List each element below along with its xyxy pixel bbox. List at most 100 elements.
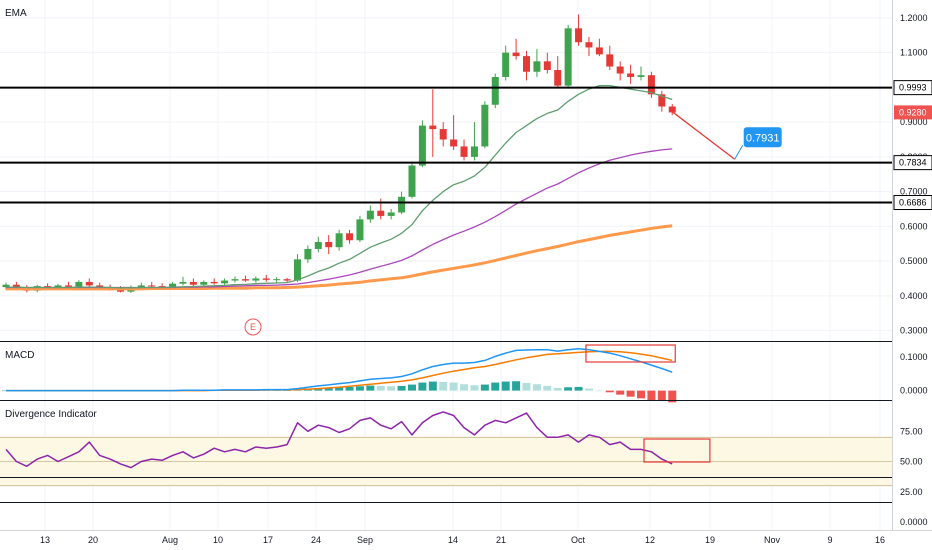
candle-body[interactable] bbox=[137, 285, 145, 288]
macd-histogram-bar bbox=[616, 390, 625, 395]
candle-body[interactable] bbox=[502, 52, 510, 77]
candle-body[interactable] bbox=[54, 285, 62, 289]
candle-body[interactable] bbox=[273, 279, 281, 281]
level-price-tag bbox=[893, 155, 932, 171]
candle-body[interactable] bbox=[346, 233, 354, 241]
price-axis[interactable]: 1.20001.10000.90000.80000.70000.60000.50… bbox=[893, 13, 932, 527]
candle-body[interactable] bbox=[117, 289, 125, 292]
candle-body[interactable] bbox=[75, 281, 83, 287]
candle-body[interactable] bbox=[481, 104, 489, 147]
last-price-tag bbox=[894, 105, 932, 120]
candle-body[interactable] bbox=[2, 284, 10, 288]
candle-body[interactable] bbox=[575, 28, 583, 43]
macd-histogram-bar bbox=[439, 381, 448, 391]
candle-body[interactable] bbox=[231, 279, 239, 281]
candle-body[interactable] bbox=[304, 248, 312, 260]
candle-body[interactable] bbox=[627, 73, 635, 77]
price-tick-label: 1.2000 bbox=[900, 13, 928, 23]
time-axis[interactable]: 13 20 Aug 10 17 24 Sep 14 21 Oct 12 19 Nov 9 16 bbox=[40, 535, 885, 545]
candle-body[interactable] bbox=[668, 106, 676, 113]
macd-histogram-bar bbox=[595, 390, 604, 392]
candle-body[interactable] bbox=[210, 281, 218, 284]
candle-body[interactable] bbox=[200, 281, 208, 285]
macd-highlight-box bbox=[585, 344, 676, 363]
macd-signal-line bbox=[6, 350, 673, 392]
candle-body[interactable] bbox=[262, 278, 270, 280]
x-tick-label: Nov bbox=[764, 535, 781, 545]
macd-histogram-bar bbox=[553, 387, 562, 391]
macd-pane[interactable] bbox=[2, 344, 677, 403]
level-price-label: 0.6686 bbox=[899, 198, 927, 208]
candle-body[interactable] bbox=[616, 66, 624, 74]
macd-histogram-bar bbox=[501, 381, 510, 391]
candle-body[interactable] bbox=[398, 196, 406, 213]
candle-body[interactable] bbox=[543, 61, 551, 71]
candle-body[interactable] bbox=[595, 47, 603, 55]
candle-body[interactable] bbox=[169, 283, 177, 287]
x-tick-label: 12 bbox=[645, 535, 655, 545]
candle-body[interactable] bbox=[335, 233, 343, 248]
ema-fast-line bbox=[6, 84, 673, 289]
divergence-pane-title: Divergence Indicator bbox=[5, 409, 97, 420]
candle-body[interactable] bbox=[387, 212, 395, 216]
candle-body[interactable] bbox=[523, 56, 530, 72]
candle-body[interactable] bbox=[314, 241, 322, 249]
candle-body[interactable] bbox=[470, 146, 478, 157]
candle-body[interactable] bbox=[408, 165, 416, 197]
candle-body[interactable] bbox=[533, 61, 541, 72]
macd-histogram-bar bbox=[543, 385, 552, 391]
divergence-pane[interactable] bbox=[0, 411, 892, 487]
candle-body[interactable] bbox=[491, 76, 499, 105]
macd-histogram-bar bbox=[512, 381, 521, 391]
candle-body[interactable] bbox=[439, 129, 447, 140]
candle-body[interactable] bbox=[606, 54, 614, 67]
candle-body[interactable] bbox=[450, 139, 458, 147]
macd-tick-label: 0.0000 bbox=[900, 386, 928, 396]
divergence-tick-label: 0.0000 bbox=[900, 517, 928, 527]
price-tick-label: 0.4000 bbox=[900, 291, 928, 301]
x-tick-label: 21 bbox=[496, 535, 506, 545]
macd-histogram-bar bbox=[366, 385, 375, 391]
candle-body[interactable] bbox=[429, 125, 437, 130]
candle-body[interactable] bbox=[158, 286, 166, 288]
price-pane[interactable]: E bbox=[0, 14, 892, 336]
candle-body[interactable] bbox=[512, 52, 520, 57]
macd-histogram-bar bbox=[324, 387, 333, 391]
candle-body[interactable] bbox=[64, 285, 72, 287]
x-tick-label: 17 bbox=[263, 535, 273, 545]
candle-body[interactable] bbox=[658, 94, 666, 107]
candle-body[interactable] bbox=[554, 70, 562, 86]
candle-body[interactable] bbox=[293, 259, 301, 281]
candle-body[interactable] bbox=[647, 75, 655, 95]
x-tick-label: 10 bbox=[213, 535, 223, 545]
candle-body[interactable] bbox=[179, 281, 187, 284]
level-price-label: 0.9993 bbox=[899, 83, 927, 93]
candle-body[interactable] bbox=[460, 146, 468, 157]
event-marker[interactable] bbox=[244, 318, 262, 336]
candle-body[interactable] bbox=[377, 210, 385, 216]
candle-body[interactable] bbox=[12, 284, 20, 288]
candle-body[interactable] bbox=[637, 75, 645, 77]
candle-body[interactable] bbox=[325, 241, 333, 248]
level-price-tag bbox=[893, 80, 932, 96]
candle-body[interactable] bbox=[221, 280, 229, 284]
pane-separators[interactable] bbox=[0, 0, 932, 531]
candle-body[interactable] bbox=[148, 285, 156, 287]
candle-body[interactable] bbox=[283, 279, 291, 281]
level-price-label: 0.7834 bbox=[899, 158, 927, 168]
candle-body[interactable] bbox=[418, 125, 426, 166]
divergence-tick-label: 50.00 bbox=[900, 457, 923, 467]
candle-body[interactable] bbox=[85, 281, 93, 286]
candle-body[interactable] bbox=[189, 281, 197, 285]
macd-histogram-bar bbox=[480, 384, 489, 391]
macd-histogram-bar bbox=[564, 387, 573, 391]
candle-body[interactable] bbox=[564, 28, 572, 86]
macd-histogram-bar bbox=[605, 390, 614, 393]
candle-body[interactable] bbox=[585, 42, 593, 48]
macd-histogram-bar bbox=[428, 381, 437, 391]
candle-body[interactable] bbox=[356, 219, 364, 241]
candle-body[interactable] bbox=[252, 278, 260, 281]
candle-body[interactable] bbox=[366, 210, 374, 220]
candle-body[interactable] bbox=[241, 279, 249, 281]
